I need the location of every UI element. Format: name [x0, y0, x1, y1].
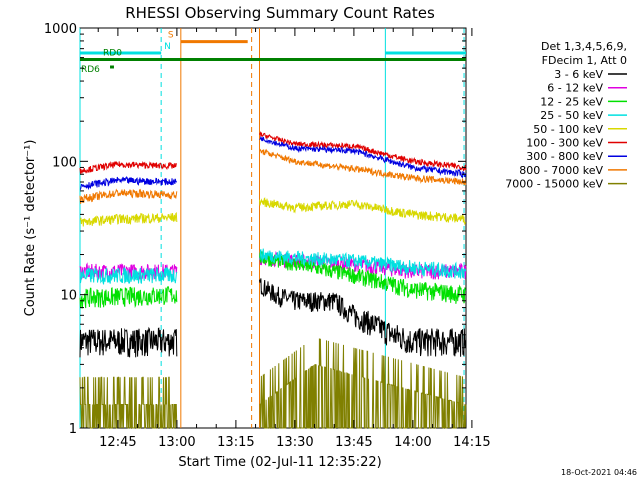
legend-label: 50 - 100 keV — [533, 123, 603, 136]
legend-header-line-1: Det 1,3,4,5,6,9, — [541, 40, 627, 53]
x-tick-label: 14:15 — [453, 435, 490, 450]
series-line — [79, 161, 177, 174]
series-line — [259, 278, 467, 357]
y-tick-label: 10 — [60, 289, 77, 304]
series-line — [79, 376, 178, 429]
y-tick-label: 1000 — [44, 22, 77, 37]
series-line — [259, 197, 467, 226]
legend-label: 25 - 50 keV — [540, 109, 603, 122]
timestamp: 18-Oct-2021 04:46 — [561, 468, 637, 477]
series-line — [79, 266, 178, 286]
flag-label: S — [168, 31, 174, 41]
x-axis: 12:45 13:00 13:15 13:30 13:45 14:00 14:15 — [97, 28, 491, 450]
series-line — [259, 250, 467, 304]
legend-label: 3 - 6 keV — [554, 68, 603, 81]
y-axis: 1 10 100 1000 — [44, 22, 466, 437]
series-line — [259, 136, 467, 179]
legend-label: 300 - 800 keV — [526, 150, 603, 163]
series-line — [259, 338, 467, 429]
flag-label: N — [164, 42, 171, 52]
legend: Det 1,3,4,5,6,9, FDecim 1, Att 0 3 - 6 k… — [505, 40, 627, 191]
series-line — [79, 176, 178, 191]
chart-title: RHESSI Observing Summary Count Rates — [125, 4, 435, 22]
x-tick-label: 13:45 — [335, 435, 372, 450]
series-line — [79, 211, 178, 227]
x-axis-label: Start Time (02-Jul-11 12:35:22) — [178, 455, 381, 470]
series-line — [79, 286, 178, 309]
flag-label: RD0 — [103, 49, 122, 59]
x-tick-label: 13:30 — [276, 435, 313, 450]
series-line — [259, 148, 467, 186]
legend-label: 12 - 25 keV — [540, 95, 603, 108]
series-line — [79, 326, 178, 358]
y-tick-label: 1 — [69, 422, 77, 437]
legend-label: 6 - 12 keV — [547, 82, 603, 95]
y-tick-label: 100 — [52, 155, 77, 170]
series-line — [79, 188, 178, 205]
series-line — [259, 131, 467, 171]
x-tick-label: 13:00 — [158, 435, 195, 450]
legend-label: 800 - 7000 keV — [519, 164, 603, 177]
legend-header-line-2: FDecim 1, Att 0 — [542, 54, 627, 67]
x-tick-label: 12:45 — [99, 435, 136, 450]
x-tick-label: 13:15 — [217, 435, 254, 450]
legend-label: 100 - 300 keV — [526, 137, 603, 150]
series-line — [259, 248, 467, 280]
flag-label: RD6 — [81, 65, 100, 75]
legend-label: 7000 - 15000 keV — [505, 178, 603, 191]
y-axis-label: Count Rate (s⁻¹ detector⁻¹) — [23, 140, 38, 317]
x-tick-label: 14:00 — [394, 435, 431, 450]
